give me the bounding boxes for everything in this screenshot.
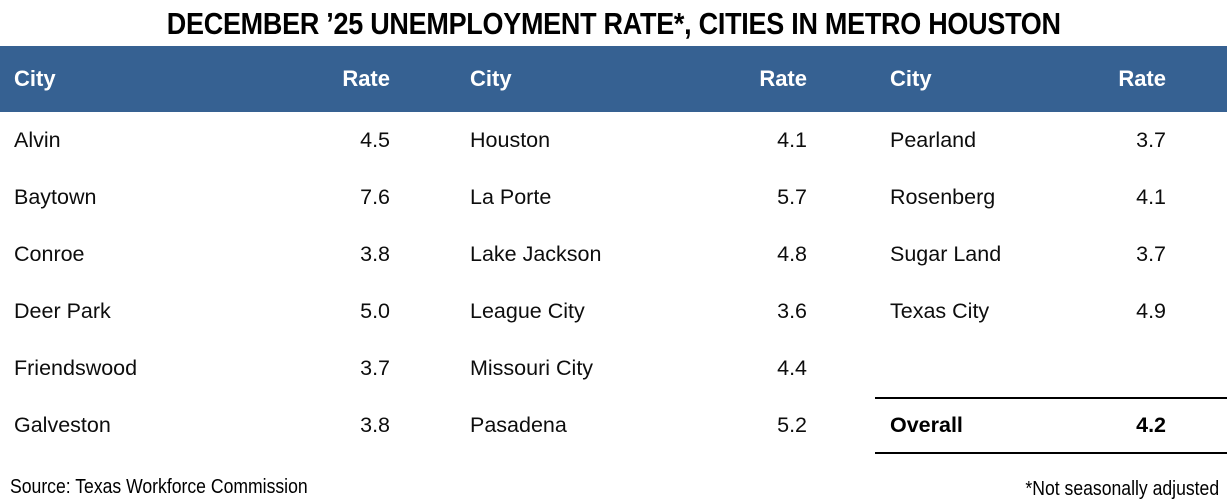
source-attribution: Source: Texas Workforce Commission — [10, 476, 308, 498]
table-row: Conroe 3.8 — [14, 226, 390, 283]
city-cell: Baytown — [14, 185, 97, 209]
city-cell: Sugar Land — [890, 242, 1002, 266]
rate-cell: 3.7 — [1136, 128, 1166, 152]
table-column-group-2: Houston 4.1 La Porte 5.7 Lake Jackson 4.… — [470, 112, 807, 454]
rate-cell: 3.8 — [360, 242, 390, 266]
table-row: Missouri City 4.4 — [470, 340, 807, 397]
rate-cell: 3.7 — [360, 356, 390, 380]
table-row: Lake Jackson 4.8 — [470, 226, 807, 283]
rate-cell: 4.9 — [1136, 299, 1166, 323]
city-cell: Galveston — [14, 413, 111, 437]
table-row: Alvin 4.5 — [14, 112, 390, 169]
rate-cell: 5.7 — [777, 185, 807, 209]
column-header-city: City — [890, 66, 932, 91]
table-row: Friendswood 3.7 — [14, 340, 390, 397]
column-header-rate: Rate — [342, 66, 390, 91]
column-header-city: City — [14, 66, 56, 91]
city-cell: Pearland — [890, 128, 977, 152]
city-cell: Deer Park — [14, 299, 111, 323]
header-group-2: City Rate — [470, 46, 807, 112]
overall-rate: 4.2 — [1136, 413, 1166, 437]
footnote-not-seasonally-adjusted: *Not seasonally adjusted — [1025, 478, 1219, 500]
city-cell: Texas City — [890, 299, 990, 323]
rate-cell: 4.5 — [360, 128, 390, 152]
table-column-group-3: Pearland 3.7 Rosenberg 4.1 Sugar Land 3.… — [890, 112, 1166, 340]
rate-cell: 5.2 — [777, 413, 807, 437]
table-row: Sugar Land 3.7 — [890, 226, 1166, 283]
table-row: Deer Park 5.0 — [14, 283, 390, 340]
rate-cell: 5.0 — [360, 299, 390, 323]
table-header-band: City Rate City Rate City Rate — [0, 46, 1227, 112]
city-cell: Conroe — [14, 242, 85, 266]
table-row: Galveston 3.8 — [14, 397, 390, 454]
rate-cell: 3.7 — [1136, 242, 1166, 266]
rate-cell: 4.1 — [777, 128, 807, 152]
table-row: Pasadena 5.2 — [470, 397, 807, 454]
rate-cell: 4.8 — [777, 242, 807, 266]
header-group-1: City Rate — [14, 46, 390, 112]
rate-cell: 4.4 — [777, 356, 807, 380]
rate-cell: 4.1 — [1136, 185, 1166, 209]
table-column-group-1: Alvin 4.5 Baytown 7.6 Conroe 3.8 Deer Pa… — [14, 112, 390, 454]
city-cell: Houston — [470, 128, 551, 152]
header-group-3: City Rate — [890, 46, 1166, 112]
title-row: DECEMBER ’25 UNEMPLOYMENT RATE*, CITIES … — [0, 4, 1227, 44]
rate-cell: 3.6 — [777, 299, 807, 323]
table-row: Baytown 7.6 — [14, 169, 390, 226]
table-row: Pearland 3.7 — [890, 112, 1166, 169]
page-title: DECEMBER ’25 UNEMPLOYMENT RATE*, CITIES … — [166, 6, 1061, 41]
city-cell: La Porte — [470, 185, 552, 209]
column-header-rate: Rate — [759, 66, 807, 91]
city-cell: Lake Jackson — [470, 242, 602, 266]
city-cell: Friendswood — [14, 356, 138, 380]
column-header-rate: Rate — [1118, 66, 1166, 91]
rate-cell: 3.8 — [360, 413, 390, 437]
city-cell: League City — [470, 299, 585, 323]
city-cell: Missouri City — [470, 356, 594, 380]
table-row: Rosenberg 4.1 — [890, 169, 1166, 226]
rate-cell: 7.6 — [360, 185, 390, 209]
table-row: La Porte 5.7 — [470, 169, 807, 226]
column-header-city: City — [470, 66, 512, 91]
city-cell: Alvin — [14, 128, 61, 152]
table-row: Houston 4.1 — [470, 112, 807, 169]
city-cell: Rosenberg — [890, 185, 996, 209]
overall-summary-row: Overall 4.2 — [875, 397, 1227, 454]
table-row: Texas City 4.9 — [890, 283, 1166, 340]
overall-label: Overall — [890, 413, 963, 437]
table-row: League City 3.6 — [470, 283, 807, 340]
city-cell: Pasadena — [470, 413, 567, 437]
